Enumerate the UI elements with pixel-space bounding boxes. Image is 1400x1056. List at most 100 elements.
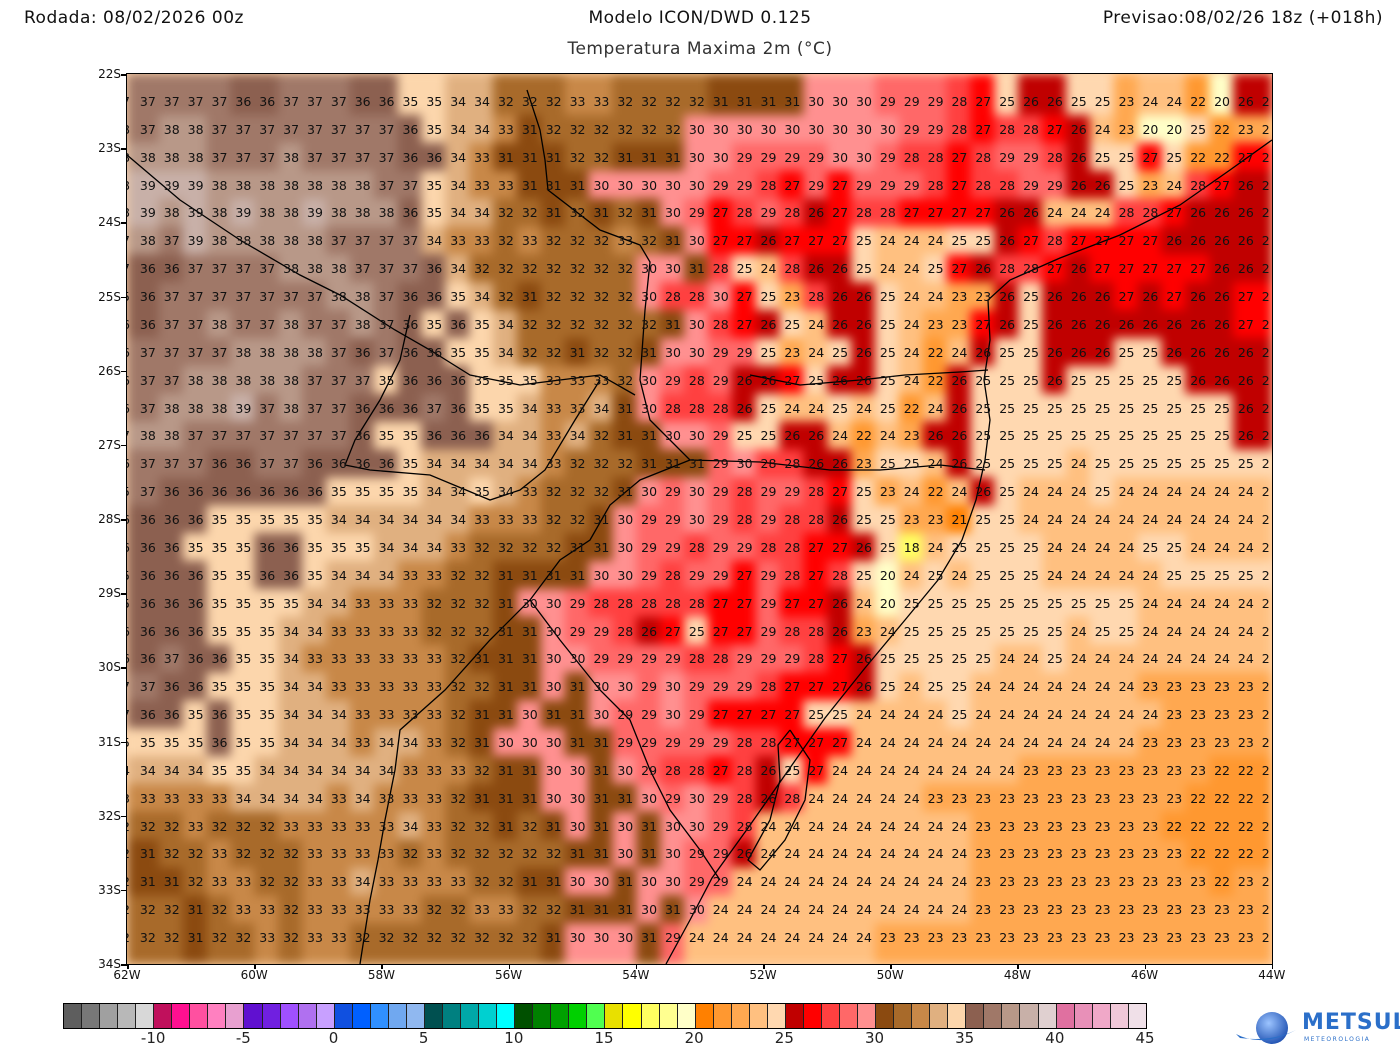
temperature-value: 22 xyxy=(927,344,944,360)
temperature-value: 33 xyxy=(402,623,419,639)
temperature-value: 29 xyxy=(665,930,681,946)
temperature-value: 30 xyxy=(688,512,705,528)
longitude-label: 58W xyxy=(367,968,395,982)
temperature-value: 24 xyxy=(784,400,801,416)
latitude-label: 30S xyxy=(98,660,121,675)
temperature-value: 2 xyxy=(1261,428,1270,444)
temperature-value: 23 xyxy=(951,930,968,946)
temperature-value: 28 xyxy=(712,316,729,332)
temperature-value: 37 xyxy=(283,456,300,472)
temperature-value: 32 xyxy=(139,930,156,946)
temperature-value: 25 xyxy=(1118,344,1135,360)
colorbar-label: 20 xyxy=(684,1029,704,1047)
temperature-value: 5 xyxy=(127,485,130,499)
latitude-label: 32S xyxy=(98,808,121,823)
temperature-value: 25 xyxy=(1142,372,1159,388)
temperature-value: 26 xyxy=(808,456,825,472)
temperature-value: 28 xyxy=(856,205,872,221)
temperature-value: 31 xyxy=(688,456,705,472)
temperature-value: 37 xyxy=(259,121,276,137)
temperature-value: 33 xyxy=(378,902,395,918)
temperature-value: 23 xyxy=(1094,874,1111,890)
temperature-value: 24 xyxy=(1070,456,1087,472)
temperature-value: 24 xyxy=(1070,205,1087,221)
temperature-value: 32 xyxy=(593,261,610,277)
temperature-value: 25 xyxy=(951,623,968,639)
temperature-value: 36 xyxy=(139,512,156,528)
temperature-value: 24 xyxy=(1214,651,1230,667)
temperature-value: 33 xyxy=(330,623,347,639)
latitude-label: 24S xyxy=(98,215,121,230)
temperature-value: 24 xyxy=(927,233,944,249)
temperature-value: 33 xyxy=(330,818,347,834)
longitude-tick xyxy=(254,964,256,969)
temperature-value: 35 xyxy=(211,539,228,555)
temperature-cell xyxy=(325,114,352,145)
temperature-value: 29 xyxy=(712,456,729,472)
temperature-value: 24 xyxy=(1142,707,1159,723)
temperature-value: 29 xyxy=(569,623,586,639)
temperature-value: 34 xyxy=(474,456,490,472)
temperature-value: 29 xyxy=(641,707,658,723)
temperature-value: 23 xyxy=(1142,790,1159,806)
temperature-value: 29 xyxy=(665,512,681,528)
temperature-value: 33 xyxy=(569,372,586,388)
temperature-cell xyxy=(492,114,519,145)
temperature-value: 25 xyxy=(736,261,753,277)
temperature-value: 2 xyxy=(1261,651,1270,667)
run-time-label: Rodada: 08/02/2026 00z xyxy=(24,8,244,28)
temperature-value: 32 xyxy=(450,902,467,918)
temperature-value: 33 xyxy=(474,512,490,528)
temperature-value: 38 xyxy=(259,372,276,388)
temperature-value: 23 xyxy=(999,930,1016,946)
temperature-value: 28 xyxy=(760,456,777,472)
temperature-value: 7 xyxy=(127,95,130,109)
temperature-value: 32 xyxy=(450,567,467,583)
temperature-value: 32 xyxy=(497,846,514,862)
temperature-value: 32 xyxy=(521,818,538,834)
temperature-value: 33 xyxy=(593,94,610,109)
temperature-value: 26 xyxy=(1023,205,1039,221)
temperature-value: 31 xyxy=(593,205,610,221)
temperature-value: 38 xyxy=(283,205,300,221)
temperature-value: 24 xyxy=(856,400,872,416)
temperature-value: 24 xyxy=(1118,707,1135,723)
temperature-value: 24 xyxy=(927,762,944,778)
temperature-value: 37 xyxy=(283,428,300,444)
temperature-value: 29 xyxy=(879,149,896,165)
temperature-value: 29 xyxy=(856,177,872,193)
temperature-value: 24 xyxy=(1094,121,1111,137)
temperature-value: 36 xyxy=(139,289,156,305)
temperature-cell xyxy=(134,114,161,145)
temperature-value: 38 xyxy=(235,233,252,249)
temperature-value: 35 xyxy=(235,707,252,723)
temperature-value: 36 xyxy=(139,539,156,555)
temperature-value: 34 xyxy=(354,567,371,583)
temperature-value: 25 xyxy=(1190,567,1207,583)
temperature-value: 28 xyxy=(688,539,705,555)
temperature-value: 35 xyxy=(426,177,443,193)
temperature-value: 37 xyxy=(187,94,204,109)
temperature-value: 32 xyxy=(593,428,610,444)
temperature-value: 33 xyxy=(354,623,371,639)
temperature-value: 26 xyxy=(808,205,825,221)
temperature-value: 31 xyxy=(569,735,586,750)
temperature-value: 31 xyxy=(665,149,681,165)
temperature-value: 32 xyxy=(474,874,490,890)
temperature-value: 37 xyxy=(354,233,371,249)
colorbar-swatch xyxy=(1002,1004,1021,1028)
temperature-value: 30 xyxy=(545,679,562,695)
temperature-value: 36 xyxy=(163,539,180,555)
temperature-value: 29 xyxy=(641,567,658,583)
temperature-value: 26 xyxy=(1237,94,1254,109)
temperature-value: 25 xyxy=(1023,539,1039,555)
temperature-value: 23 xyxy=(975,846,992,862)
latitude-label: 27S xyxy=(98,437,121,452)
temperature-value: 37 xyxy=(139,121,156,137)
temperature-value: 36 xyxy=(402,344,419,360)
temperature-value: 35 xyxy=(283,595,300,611)
temperature-value: 27 xyxy=(808,233,825,249)
temperature-value: 27 xyxy=(784,679,801,695)
temperature-value: 28 xyxy=(784,539,801,555)
temperature-value: 24 xyxy=(1142,567,1159,583)
